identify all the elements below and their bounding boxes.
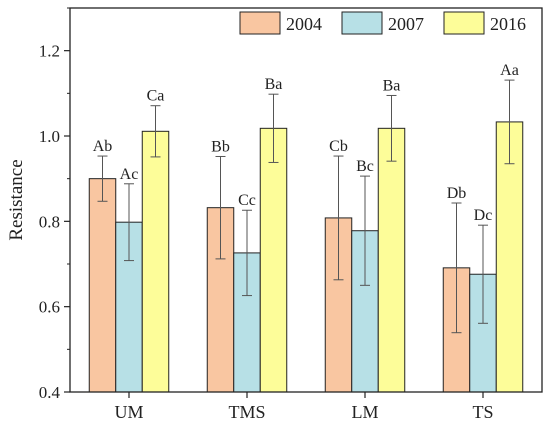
y-tick-label: 0.4 — [39, 383, 61, 402]
bar-2004-UM — [88, 178, 117, 393]
significance-label: Ba — [265, 76, 283, 93]
y-axis-label: Resistance — [6, 159, 27, 240]
significance-label: Db — [447, 185, 467, 202]
x-tick-label: UM — [114, 402, 143, 422]
legend-label: 2016 — [490, 14, 526, 34]
legend-swatch-2007 — [341, 11, 383, 35]
x-tick-label: TMS — [228, 402, 265, 422]
plot-frame — [69, 7, 543, 393]
significance-label: Bc — [356, 158, 374, 175]
legend-swatch-2004 — [239, 11, 281, 35]
bars: Ab Ac Ca Bb Cc Ba Cb Bc Ba Db Dc Aa — [88, 62, 524, 393]
significance-label: Aa — [500, 62, 519, 79]
bar-2016-TMS — [259, 127, 288, 393]
bar-2016-UM — [141, 130, 170, 393]
axes: 0.4 0.6 0.8 1.0 1.2 UM TMS LM TS — [39, 7, 543, 422]
significance-label: Ab — [93, 138, 113, 155]
significance-label: Cb — [329, 138, 348, 155]
significance-label: Bb — [211, 138, 230, 155]
y-tick-label: 1.0 — [39, 127, 60, 146]
legend-label: 2007 — [388, 14, 424, 34]
significance-label: Ca — [147, 88, 165, 105]
significance-label: Dc — [474, 207, 493, 224]
y-tick-label: 0.6 — [39, 298, 60, 317]
bar-2016-LM — [377, 127, 406, 393]
significance-label: Cc — [238, 192, 256, 209]
legend: 2004 2007 2016 — [239, 11, 526, 35]
x-tick-label: LM — [352, 402, 379, 422]
x-tick-label: TS — [472, 402, 493, 422]
y-tick-label: 0.8 — [39, 212, 60, 231]
legend-label: 2004 — [286, 14, 322, 34]
bar-2016-TS — [495, 121, 524, 393]
legend-swatch-2016 — [443, 11, 485, 35]
significance-label: Ba — [383, 77, 401, 94]
significance-label: Ac — [120, 166, 139, 183]
y-tick-label: 1.2 — [39, 42, 60, 61]
